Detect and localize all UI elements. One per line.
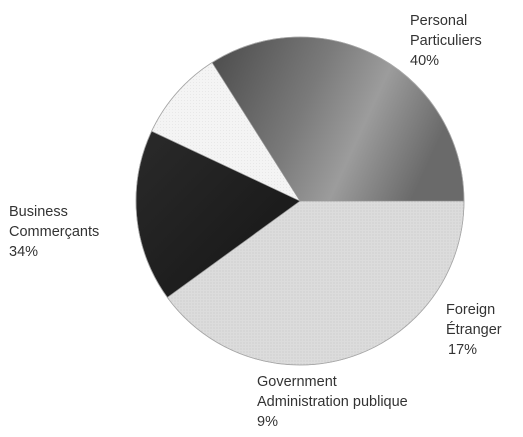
label-business: Business Commerçants 34% [9,202,99,262]
label-personal: Personal Particuliers 40% [410,11,482,71]
pie-slices [135,36,465,366]
label-business-en: Business [9,204,68,220]
label-personal-en: Personal [410,13,468,29]
label-personal-value: 40% [410,53,440,69]
label-government-fr: Administration publique [257,394,408,410]
label-government-value: 9% [257,414,278,430]
label-foreign-en: Foreign [446,302,496,318]
label-personal-fr: Particuliers [410,33,482,49]
label-business-fr: Commerçants [9,224,100,240]
label-foreign: Foreign Étranger 17% [446,300,502,360]
label-foreign-value: 17% [448,342,478,358]
label-government-en: Government [257,374,337,390]
label-government: Government Administration publique 9% [257,372,408,432]
label-business-value: 34% [9,244,39,260]
pie-outline [135,36,465,366]
label-foreign-fr: Étranger [446,322,502,338]
